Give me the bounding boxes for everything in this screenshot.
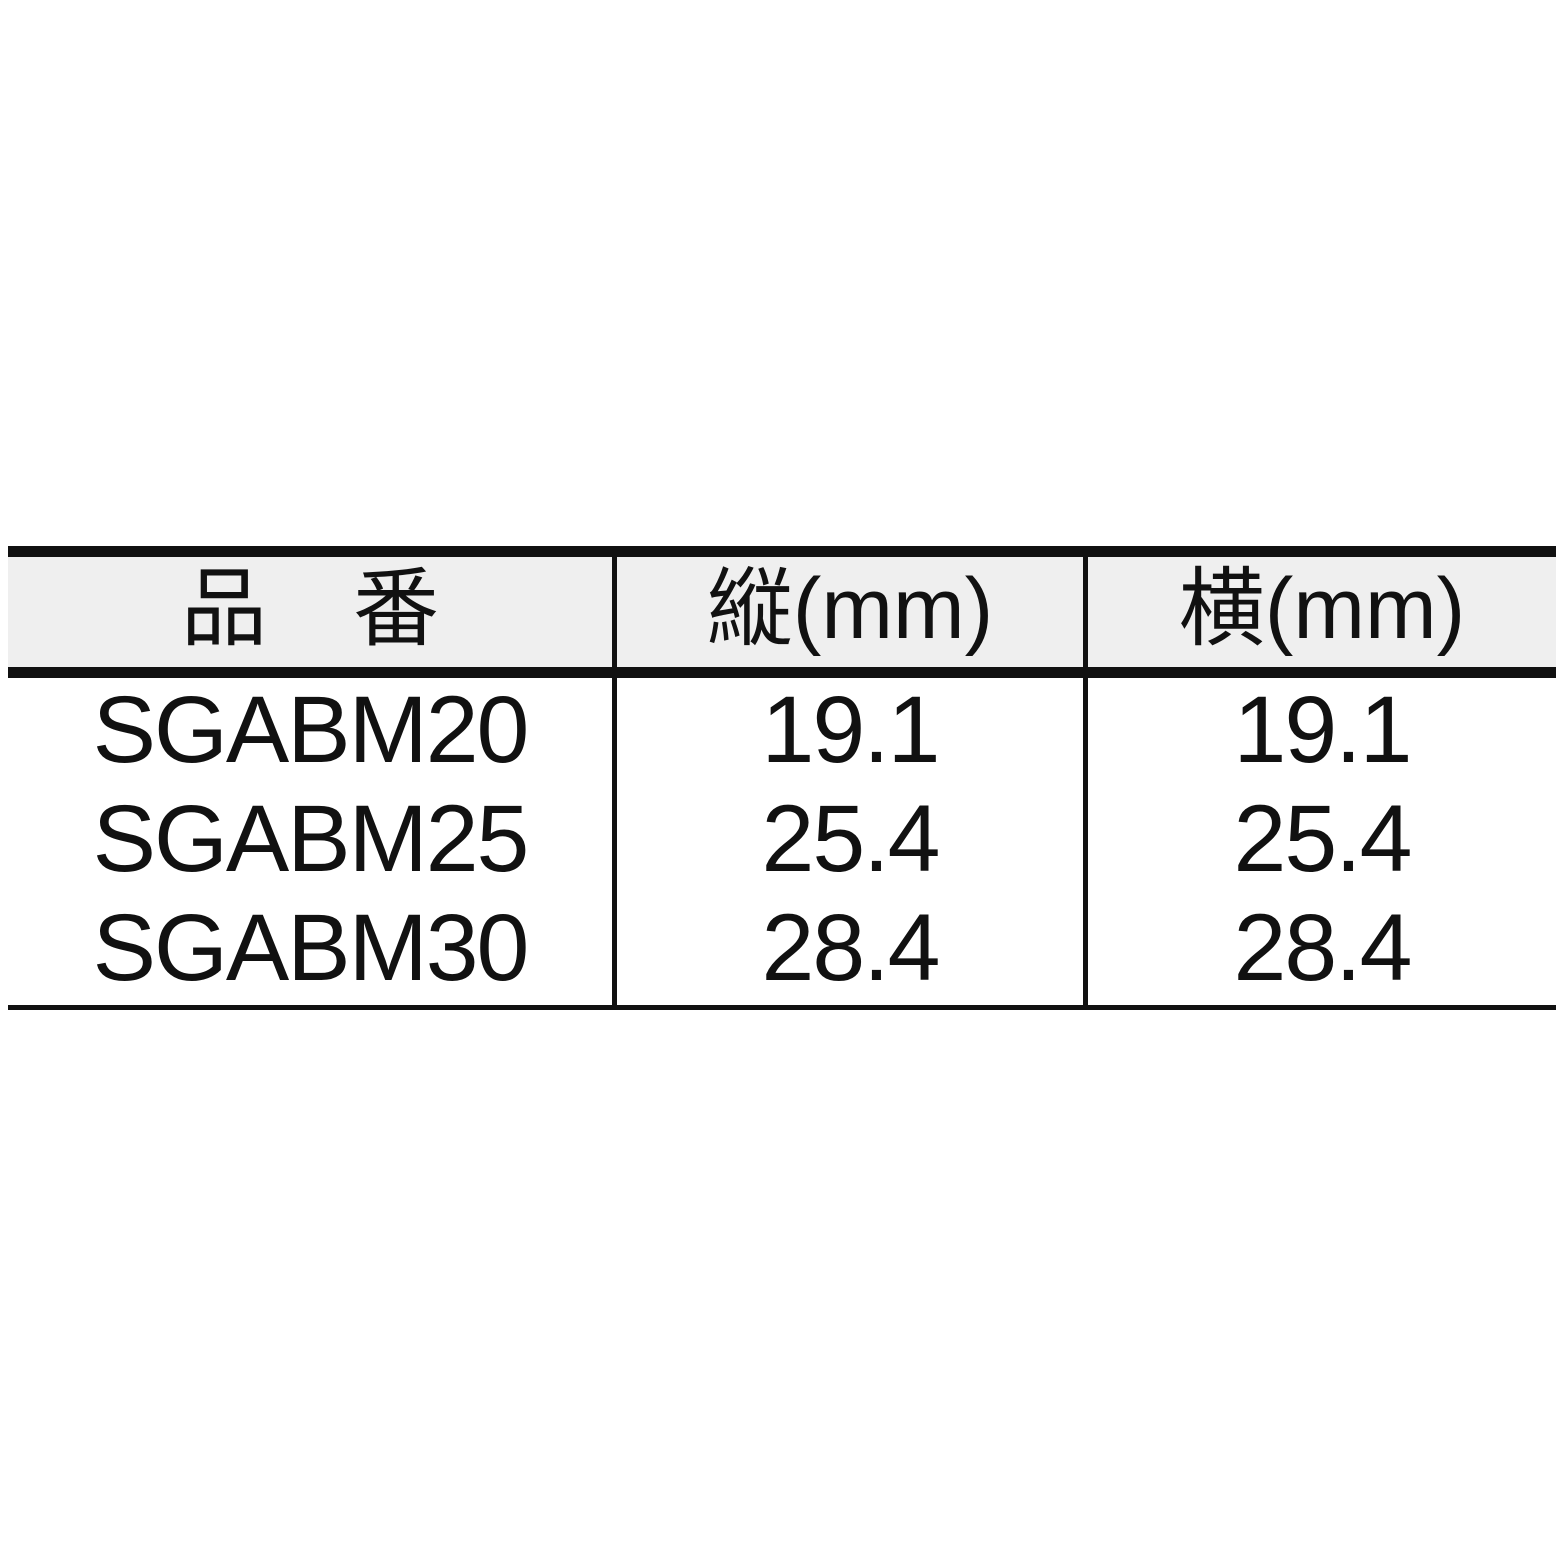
- table-row: SGABM30 28.4 28.4: [8, 896, 1556, 1005]
- cell-width-mm: 25.4: [1083, 787, 1556, 896]
- cell-height-mm: 28.4: [612, 896, 1083, 1005]
- column-header-height-mm: 縦(mm): [612, 557, 1083, 667]
- table-row: SGABM25 25.4 25.4: [8, 787, 1556, 896]
- cell-part-number: SGABM30: [92, 896, 530, 1001]
- column-header-width-mm: 横(mm): [1083, 557, 1556, 667]
- cell-width-mm: 28.4: [1083, 896, 1556, 1005]
- cell-height-mm: 25.4: [612, 787, 1083, 896]
- cell-width-mm: 19.1: [1083, 678, 1556, 787]
- column-header-part-number: 品 番: [181, 561, 439, 657]
- product-spec-table: 品 番 縦(mm) 横(mm) SGABM20 19.1 19.1 SGABM2…: [8, 546, 1556, 1010]
- cell-part-number: SGABM25: [92, 787, 530, 892]
- cell-height-mm: 19.1: [612, 678, 1083, 787]
- table-header-row: 品 番 縦(mm) 横(mm): [8, 557, 1556, 678]
- table-row: SGABM20 19.1 19.1: [8, 678, 1556, 787]
- cell-part-number: SGABM20: [92, 678, 530, 783]
